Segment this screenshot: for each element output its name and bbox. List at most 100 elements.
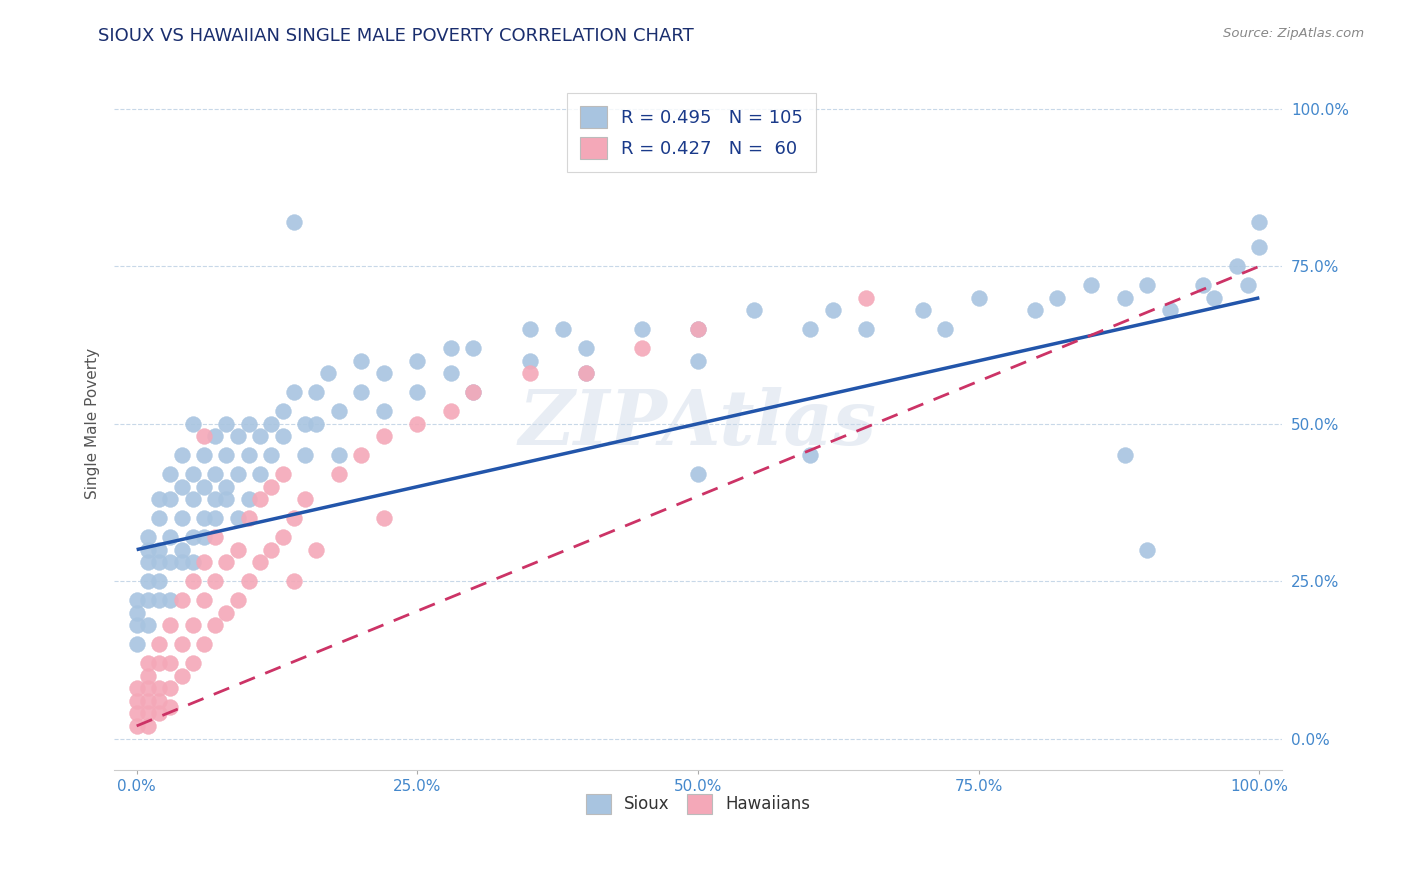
Point: [821, 303, 844, 318]
Point: [136, 542, 159, 557]
Text: ZIPAtlas: ZIPAtlas: [519, 387, 877, 461]
Point: [373, 511, 395, 525]
Point: [631, 322, 654, 336]
Point: [125, 606, 148, 620]
Point: [238, 492, 260, 507]
Point: [159, 492, 181, 507]
Point: [238, 511, 260, 525]
Point: [226, 542, 249, 557]
Point: [170, 668, 193, 682]
Point: [305, 417, 328, 431]
Point: [260, 480, 283, 494]
Point: [1237, 278, 1260, 293]
Point: [575, 367, 598, 381]
Point: [136, 706, 159, 721]
Point: [575, 341, 598, 355]
Point: [271, 467, 294, 481]
Point: [193, 480, 215, 494]
Point: [238, 574, 260, 588]
Point: [519, 322, 541, 336]
Point: [249, 467, 271, 481]
Point: [148, 706, 170, 721]
Point: [316, 367, 339, 381]
Point: [934, 322, 956, 336]
Point: [440, 404, 463, 418]
Point: [215, 448, 238, 462]
Point: [159, 467, 181, 481]
Point: [181, 467, 204, 481]
Point: [519, 367, 541, 381]
Point: [1046, 291, 1069, 305]
Point: [136, 618, 159, 632]
Point: [159, 593, 181, 607]
Point: [406, 385, 429, 400]
Point: [215, 417, 238, 431]
Point: [799, 322, 821, 336]
Point: [181, 530, 204, 544]
Point: [1080, 278, 1102, 293]
Point: [350, 385, 373, 400]
Point: [125, 706, 148, 721]
Point: [148, 656, 170, 670]
Point: [204, 530, 226, 544]
Point: [1204, 291, 1226, 305]
Point: [125, 694, 148, 708]
Point: [1024, 303, 1046, 318]
Point: [373, 404, 395, 418]
Point: [193, 637, 215, 651]
Point: [440, 367, 463, 381]
Point: [294, 417, 316, 431]
Point: [193, 448, 215, 462]
Point: [181, 555, 204, 569]
Point: [148, 593, 170, 607]
Point: [283, 385, 305, 400]
Point: [1159, 303, 1181, 318]
Point: [328, 404, 350, 418]
Point: [148, 681, 170, 695]
Point: [181, 492, 204, 507]
Point: [249, 555, 271, 569]
Point: [226, 467, 249, 481]
Point: [686, 467, 709, 481]
Point: [170, 448, 193, 462]
Point: [1136, 542, 1159, 557]
Point: [686, 353, 709, 368]
Point: [148, 637, 170, 651]
Point: [170, 480, 193, 494]
Point: [226, 511, 249, 525]
Point: [553, 322, 575, 336]
Point: [136, 694, 159, 708]
Point: [159, 700, 181, 714]
Point: [226, 593, 249, 607]
Point: [406, 417, 429, 431]
Y-axis label: Single Male Poverty: Single Male Poverty: [86, 348, 100, 500]
Point: [1249, 215, 1271, 229]
Point: [271, 404, 294, 418]
Point: [911, 303, 934, 318]
Point: [215, 492, 238, 507]
Legend: Sioux, Hawaiians: Sioux, Hawaiians: [576, 784, 820, 824]
Point: [406, 353, 429, 368]
Point: [136, 668, 159, 682]
Point: [193, 530, 215, 544]
Point: [136, 719, 159, 733]
Point: [136, 681, 159, 695]
Point: [170, 593, 193, 607]
Point: [125, 593, 148, 607]
Point: [204, 511, 226, 525]
Point: [440, 341, 463, 355]
Point: [215, 606, 238, 620]
Point: [260, 542, 283, 557]
Point: [136, 593, 159, 607]
Point: [181, 417, 204, 431]
Point: [148, 492, 170, 507]
Point: [373, 429, 395, 443]
Point: [463, 341, 485, 355]
Point: [193, 593, 215, 607]
Point: [294, 448, 316, 462]
Point: [125, 618, 148, 632]
Point: [686, 322, 709, 336]
Point: [1136, 278, 1159, 293]
Point: [350, 353, 373, 368]
Point: [215, 555, 238, 569]
